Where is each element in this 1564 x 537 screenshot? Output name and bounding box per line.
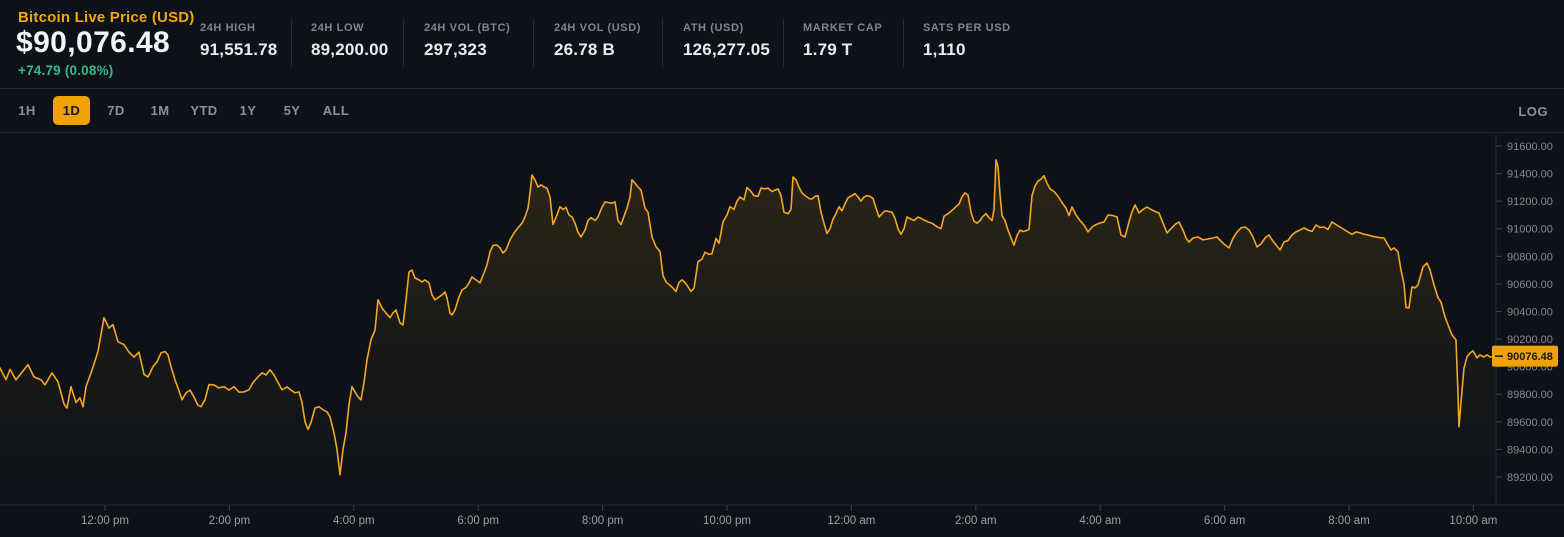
range-tab-1h[interactable]: 1H xyxy=(18,103,36,118)
y-axis-label: 89200.00 xyxy=(1507,472,1553,484)
price-change: +74.79 (0.08%) xyxy=(18,63,114,78)
y-axis-label: 90200.00 xyxy=(1507,334,1553,346)
stat-value: 1,110 xyxy=(923,40,966,59)
range-tab-1m[interactable]: 1M xyxy=(150,103,170,118)
stat-value: 89,200.00 xyxy=(311,40,389,59)
stat-24h-low: 24H LOW 89,200.00 xyxy=(291,19,388,67)
y-axis-label: 89600.00 xyxy=(1507,417,1553,429)
range-tab-7d[interactable]: 7D xyxy=(107,103,125,118)
stat-label: 24H HIGH xyxy=(200,22,256,34)
stat-label: MARKET CAP xyxy=(803,22,883,34)
y-axis-label: 89400.00 xyxy=(1507,444,1553,456)
stat-value: 91,551.78 xyxy=(200,40,278,59)
stat-label: ATH (USD) xyxy=(683,22,744,34)
stat-label: SATS PER USD xyxy=(923,22,1011,34)
range-tabbar: 1H 1D 7D 1M YTD 1Y 5Y ALL LOG xyxy=(0,89,1564,133)
range-tab-all[interactable]: ALL xyxy=(322,103,350,118)
x-axis-label: 10:00 am xyxy=(1449,515,1497,527)
price-area-fill xyxy=(0,159,1495,506)
x-axis-label: 2:00 pm xyxy=(209,515,251,527)
current-price-label: 90076.48 xyxy=(1507,351,1553,363)
y-axis-label: 90800.00 xyxy=(1507,251,1553,263)
stat-value: 297,323 xyxy=(424,40,487,59)
range-tab-5y[interactable]: 5Y xyxy=(283,103,301,118)
current-price-tag xyxy=(1492,345,1558,367)
stat-24h-high: 24H HIGH 91,551.78 xyxy=(200,19,277,67)
y-axis-label: 90600.00 xyxy=(1507,279,1553,291)
stat-ath-usd-: ATH (USD) 126,277.05 xyxy=(662,19,770,67)
stat-label: 24H LOW xyxy=(311,22,365,34)
x-axis-label: 12:00 am xyxy=(827,515,875,527)
price-chart-svg[interactable]: 91600.00 91400.00 91200.00 91000.00 90800.00… xyxy=(0,134,1564,532)
y-axis-label: 89800.00 xyxy=(1507,389,1553,401)
header-stats: 24H HIGH 91,551.78 24H LOW 89,200.00 24H VOL… xyxy=(0,0,1564,88)
y-axis-label: 91600.00 xyxy=(1507,141,1553,153)
range-tab-1y[interactable]: 1Y xyxy=(239,103,257,118)
stat-24h-vol-usd-: 24H VOL (USD) 26.78 B xyxy=(533,19,641,67)
x-axis-label: 2:00 am xyxy=(955,515,997,527)
x-axis-label: 4:00 pm xyxy=(333,515,375,527)
stat-24h-vol-btc-: 24H VOL (BTC) 297,323 xyxy=(403,19,510,67)
coin-title: Bitcoin Live Price (USD) xyxy=(18,9,195,26)
x-axis-label: 6:00 pm xyxy=(457,515,499,527)
stat-label: 24H VOL (BTC) xyxy=(424,22,511,34)
price-chart[interactable]: 91600.00 91400.00 91200.00 91000.00 90800.00… xyxy=(0,134,1564,532)
range-tab-1d[interactable]: 1D xyxy=(53,96,90,125)
live-price: $90,076.48 xyxy=(16,26,171,59)
x-axis-label: 8:00 pm xyxy=(582,515,624,527)
y-axis-label: 90400.00 xyxy=(1507,306,1553,318)
y-axis-label: 91200.00 xyxy=(1507,196,1553,208)
y-axis-label: 91400.00 xyxy=(1507,169,1553,181)
x-axis-label: 8:00 am xyxy=(1328,515,1370,527)
price-line[interactable] xyxy=(0,159,1496,476)
x-axis-label: 12:00 pm xyxy=(81,515,129,527)
y-axis-label: 91000.00 xyxy=(1507,224,1553,236)
stat-value: 1.79 T xyxy=(803,40,853,59)
stat-value: 126,277.05 xyxy=(683,40,771,59)
x-axis-label: 6:00 am xyxy=(1204,515,1246,527)
stat-label: 24H VOL (USD) xyxy=(554,22,642,34)
x-axis-label: 4:00 am xyxy=(1079,515,1121,527)
log-scale-toggle[interactable]: LOG xyxy=(1518,103,1548,119)
stat-market-cap: MARKET CAP 1.79 T xyxy=(783,19,882,67)
range-tab-ytd[interactable]: YTD xyxy=(190,103,218,118)
stat-value: 26.78 B xyxy=(554,40,615,59)
header: Bitcoin Live Price (USD) $90,076.48 +74.… xyxy=(0,0,1564,89)
x-axis-label: 10:00 pm xyxy=(703,515,751,527)
stat-sats-per-usd: SATS PER USD 1,110 xyxy=(903,19,1011,67)
